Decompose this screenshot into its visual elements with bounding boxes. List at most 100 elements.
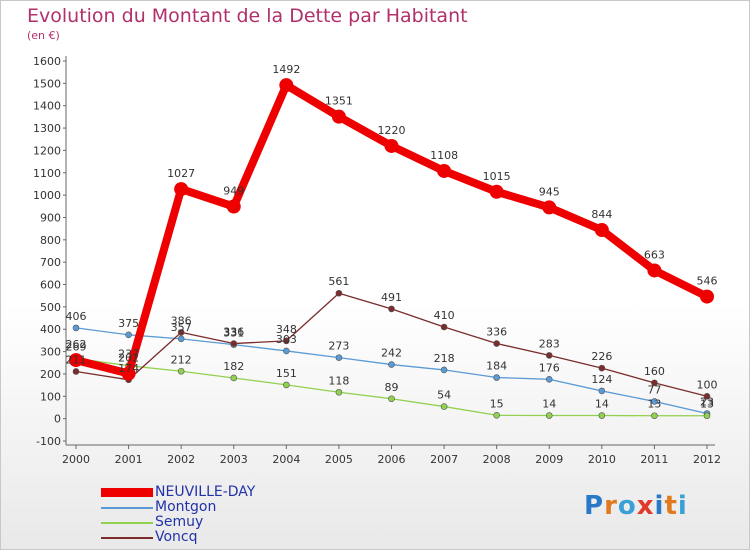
y-tick-label: 800	[40, 234, 61, 247]
data-label-neuville-day: 1351	[325, 95, 353, 108]
data-label-neuville-day: 1108	[430, 149, 458, 162]
data-point-semuy	[651, 412, 658, 420]
data-point-montgon	[493, 374, 500, 381]
data-point-neuville-day	[279, 78, 294, 93]
data-label-voncq: 211	[66, 353, 87, 366]
data-label-semuy: 13	[700, 398, 714, 411]
data-point-neuville-day	[489, 184, 504, 199]
data-label-montgon: 375	[118, 317, 139, 330]
y-tick-label: 300	[40, 346, 61, 359]
data-point-voncq	[388, 305, 395, 313]
data-label-semuy: 212	[171, 353, 192, 366]
data-point-neuville-day	[121, 366, 136, 381]
data-label-neuville-day: 546	[697, 275, 718, 288]
data-point-montgon	[177, 335, 185, 343]
data-point-voncq	[440, 323, 448, 331]
y-tick-label: 700	[40, 256, 61, 269]
data-point-voncq	[651, 379, 658, 387]
chart-title: Evolution du Montant de la Dette par Hab…	[27, 5, 468, 27]
y-tick-label: 1100	[33, 167, 61, 180]
data-label-montgon: 303	[276, 333, 297, 346]
data-label-voncq: 174	[118, 362, 139, 375]
data-point-semuy	[493, 411, 500, 419]
x-tick-label: 2008	[483, 453, 511, 466]
data-label-voncq: 336	[486, 326, 507, 339]
data-label-voncq: 561	[328, 275, 349, 288]
data-point-neuville-day	[437, 163, 452, 178]
y-tick-label: 500	[40, 301, 61, 314]
data-point-montgon	[598, 387, 606, 395]
data-label-montgon: 331	[223, 327, 244, 340]
data-label-semuy: 54	[437, 389, 451, 402]
data-point-semuy	[545, 412, 553, 419]
data-label-semuy: 151	[276, 367, 297, 380]
data-label-montgon: 184	[486, 360, 507, 373]
x-tick-label: 2010	[588, 453, 616, 466]
data-point-montgon	[72, 324, 80, 332]
data-label-montgon: 218	[434, 352, 455, 365]
y-tick-label: 0	[54, 413, 61, 426]
data-point-voncq	[177, 329, 185, 336]
y-tick-label: 1300	[33, 122, 61, 135]
x-tick-label: 2007	[430, 453, 458, 466]
data-point-semuy	[177, 367, 185, 375]
data-label-neuville-day: 1220	[378, 124, 406, 137]
data-label-voncq: 283	[539, 337, 560, 350]
legend-swatch-semuy	[101, 521, 153, 524]
y-tick-label: 200	[40, 368, 61, 381]
legend-swatch-montgon	[101, 506, 153, 509]
data-point-neuville-day	[226, 199, 241, 214]
y-tick-label: 1600	[33, 55, 61, 68]
data-point-neuville-day	[174, 182, 189, 197]
x-tick-label: 2006	[378, 453, 406, 466]
data-label-montgon: 124	[591, 373, 612, 386]
legend-item-montgon: Montgon	[101, 500, 255, 515]
data-label-montgon: 406	[66, 310, 87, 323]
data-label-montgon: 176	[539, 361, 560, 374]
x-tick-label: 2001	[115, 453, 143, 466]
x-tick-label: 2005	[325, 453, 353, 466]
y-tick-label: -100	[36, 435, 61, 448]
data-point-neuville-day	[384, 138, 399, 153]
data-label-semuy: 182	[223, 360, 244, 373]
data-label-semuy: 269	[66, 341, 87, 354]
data-label-semuy: 15	[490, 397, 504, 410]
chart-legend: NEUVILLE-DAY Montgon Semuy Voncq	[101, 485, 255, 545]
data-label-voncq: 160	[644, 365, 665, 378]
data-label-voncq: 386	[171, 314, 192, 327]
data-label-neuville-day: 1027	[167, 167, 195, 180]
x-tick-label: 2009	[535, 453, 563, 466]
legend-item-neuville-day: NEUVILLE-DAY	[101, 485, 255, 500]
data-point-semuy	[230, 374, 238, 382]
legend-label-montgon: Montgon	[155, 499, 217, 515]
data-point-voncq	[335, 289, 343, 297]
data-point-montgon	[125, 331, 132, 339]
data-label-voncq: 491	[381, 291, 402, 304]
y-tick-label: 400	[40, 323, 61, 336]
y-tick-label: 100	[40, 390, 61, 403]
data-point-montgon	[651, 398, 658, 405]
data-label-neuville-day: 1492	[272, 63, 300, 76]
legend-label-semuy: Semuy	[155, 514, 204, 530]
data-label-semuy: 118	[328, 374, 349, 387]
data-label-neuville-day: 262	[66, 338, 87, 351]
data-label-montgon: 273	[328, 340, 349, 353]
data-point-voncq	[283, 337, 290, 345]
legend-label-neuville-day: NEUVILLE-DAY	[155, 484, 256, 500]
data-point-montgon	[388, 361, 395, 368]
x-tick-label: 2012	[693, 453, 721, 466]
data-label-montgon: 242	[381, 347, 402, 360]
data-label-neuville-day: 949	[223, 185, 244, 198]
data-label-semuy: 14	[542, 398, 556, 411]
data-point-neuville-day	[69, 353, 83, 368]
data-point-semuy	[388, 395, 395, 403]
data-label-voncq: 100	[697, 378, 718, 391]
data-point-neuville-day	[542, 200, 557, 215]
legend-item-voncq: Voncq	[101, 530, 255, 545]
legend-swatch-neuville-day	[101, 488, 153, 497]
data-point-montgon	[335, 354, 343, 361]
data-point-voncq	[598, 364, 606, 372]
data-point-neuville-day	[594, 222, 609, 237]
x-tick-label: 2002	[167, 453, 195, 466]
